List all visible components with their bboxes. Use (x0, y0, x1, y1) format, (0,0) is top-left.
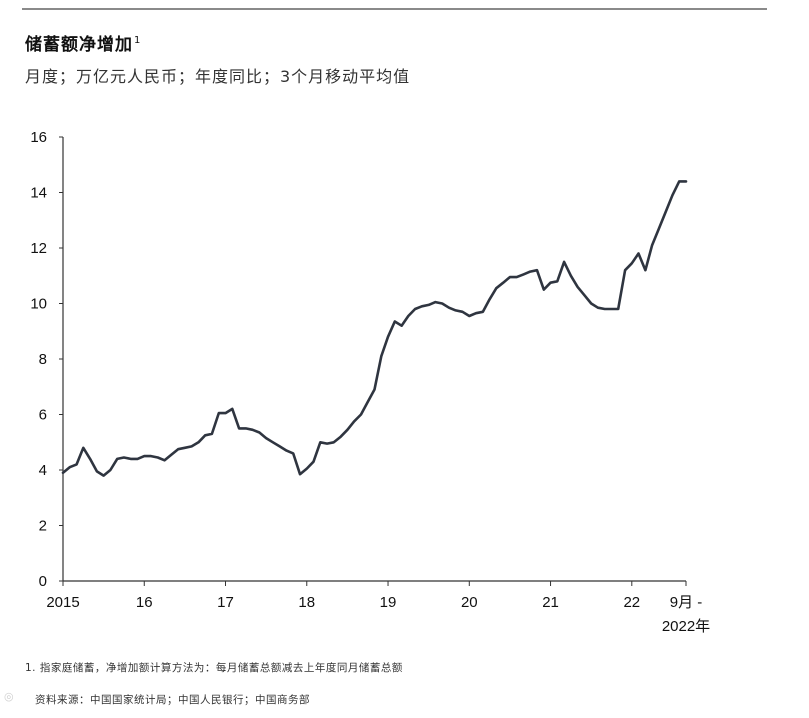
y-tick-label: 12 (30, 240, 47, 257)
x-tick-label: 9月 - (670, 594, 703, 611)
chart-subtitle: 月度；万亿元人民币；年度同比；3个月移动平均值 (25, 67, 411, 86)
x-axis: 2015 16 17 18 19 20 21 22 9月 - 2022年 (46, 580, 710, 635)
y-axis: 0 2 4 6 8 10 12 14 16 (30, 129, 64, 590)
x-tick-label: 19 (380, 594, 397, 611)
y-tick-label: 8 (39, 351, 47, 368)
y-tick-label: 14 (30, 185, 47, 202)
series-group (61, 180, 688, 477)
x-tick-label: 21 (542, 594, 559, 611)
x-tick-label-secondary: 2022年 (662, 618, 710, 635)
top-rule (22, 8, 767, 10)
chart-title: 储蓄额净增加1 (25, 30, 141, 55)
series-line (61, 180, 688, 477)
y-tick-label: 16 (30, 129, 47, 146)
x-tick-label: 22 (623, 594, 640, 611)
y-tick-label: 2 (39, 518, 47, 535)
x-tick-label: 20 (461, 594, 478, 611)
title-footnote-marker: 1 (134, 35, 142, 47)
x-tick-label: 2015 (46, 594, 79, 611)
footnote: 1. 指家庭储蓄，净增加额计算方法为：每月储蓄总额减去上年度同月储蓄总额 (25, 662, 403, 674)
y-tick-label: 0 (39, 573, 47, 590)
watermark-icon: ◎ (4, 690, 14, 703)
savings-line-chart: 0 2 4 6 8 10 12 14 16 2015 16 17 18 19 20 21 22 9月 - 2022… (30, 129, 710, 635)
x-tick-label: 17 (217, 594, 234, 611)
x-tick-label: 16 (136, 594, 153, 611)
y-tick-label: 10 (30, 296, 47, 313)
source-note: 资料来源：中国国家统计局；中国人民银行；中国商务部 (35, 694, 310, 706)
y-tick-label: 6 (39, 407, 47, 424)
x-tick-label: 18 (298, 594, 315, 611)
chart-title-text: 储蓄额净增加 (25, 35, 133, 55)
y-tick-label: 4 (39, 462, 47, 479)
